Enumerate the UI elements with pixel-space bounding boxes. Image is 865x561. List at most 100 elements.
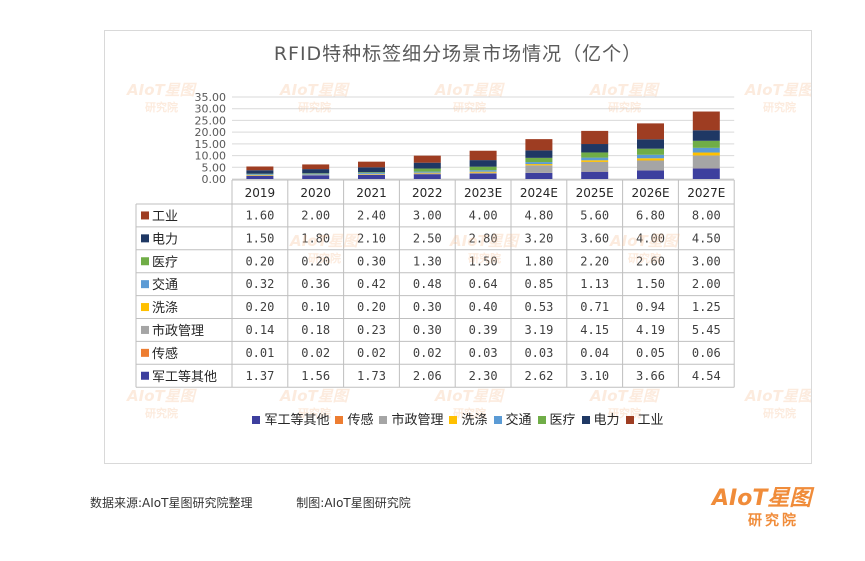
- table-row-swatch: [141, 371, 149, 380]
- legend-label: 电力: [593, 413, 620, 428]
- data-label: 0.64: [469, 277, 498, 291]
- bar-segment: [413, 174, 441, 179]
- data-label: 3.00: [692, 254, 721, 268]
- data-label: 8.00: [692, 208, 721, 222]
- bar-segment: [637, 148, 664, 155]
- data-label: 4.50: [692, 231, 721, 245]
- bar-segment: [469, 170, 497, 172]
- x-tick-label: 2027E: [687, 186, 725, 200]
- bar-segment: [469, 173, 497, 179]
- data-label: 1.60: [245, 208, 274, 222]
- bar-segment: [413, 168, 441, 172]
- data-label: 4.15: [580, 323, 609, 337]
- bar-segment: [358, 161, 385, 168]
- data-label: 0.02: [301, 346, 330, 360]
- bar-segment: [469, 160, 497, 167]
- legend-label: 医疗: [549, 413, 576, 428]
- data-label: 4.80: [524, 208, 553, 222]
- bar-segment: [469, 150, 497, 161]
- watermark-sub: 研究院: [308, 251, 341, 265]
- watermark-brand: AIoT星图: [279, 387, 351, 405]
- table-row-swatch: [141, 348, 149, 357]
- legend-item: 交通: [493, 409, 532, 428]
- bar-segment: [358, 174, 385, 179]
- y-tick-label: 5.00: [202, 161, 227, 174]
- data-label: 0.32: [245, 277, 274, 291]
- table-row-swatch: [141, 211, 149, 220]
- data-label: 4.00: [469, 208, 498, 222]
- bar-segment: [413, 155, 441, 163]
- x-tick-label: 2024E: [520, 186, 558, 200]
- bar-segment: [692, 140, 720, 148]
- bar-segment: [637, 139, 664, 149]
- y-tick-label: 30.00: [195, 103, 227, 116]
- legend-item: 市政管理: [379, 409, 443, 428]
- data-label: 0.23: [357, 323, 386, 337]
- watermark-brand: AIoT星图: [126, 387, 198, 405]
- x-tick-label: 2023E: [464, 186, 502, 200]
- data-label: 0.39: [469, 323, 498, 337]
- watermark-brand: AIoT星图: [589, 387, 661, 405]
- bar-segment: [692, 152, 720, 156]
- data-label: 3.00: [413, 208, 442, 222]
- data-label: 1.80: [524, 254, 553, 268]
- data-label: 3.19: [524, 323, 553, 337]
- chart-frame: RFID特种标签细分场景市场情况（亿个） 0.00 5.00 10.00 15.00 2…: [104, 30, 812, 464]
- watermark-brand: AIoT星图: [744, 387, 811, 405]
- logo-sub-text: 研究院: [748, 513, 799, 529]
- legend-item: 电力: [581, 409, 620, 428]
- table-row-swatch: [141, 325, 149, 334]
- bar-segment: [581, 157, 609, 161]
- bar-segment: [525, 157, 553, 163]
- data-label: 0.85: [524, 277, 553, 291]
- legend-swatch: [493, 416, 502, 424]
- data-label: 2.00: [301, 208, 330, 222]
- watermark-brand: AIoT星图: [434, 81, 506, 99]
- bar-segment: [246, 170, 274, 174]
- legend-item: 工业: [625, 409, 664, 428]
- bar-segment: [246, 174, 274, 175]
- legend-label: 传感: [347, 413, 374, 428]
- bar-segment: [358, 167, 385, 173]
- data-label: 0.40: [469, 300, 498, 314]
- data-label: 5.45: [692, 323, 721, 337]
- chart-title: RFID特种标签细分场景市场情况（亿个）: [273, 43, 643, 65]
- bar-segment: [469, 171, 497, 173]
- table-row-swatch: [141, 234, 149, 243]
- data-label: 2.00: [692, 277, 721, 291]
- data-label: 2.20: [580, 254, 609, 268]
- bar-segment: [358, 172, 385, 174]
- watermark-brand: AIoT星图: [744, 81, 811, 99]
- data-label: 1.50: [245, 231, 274, 245]
- data-label: 0.01: [245, 346, 274, 360]
- data-label: 2.30: [469, 369, 498, 383]
- y-tick-label: 15.00: [195, 138, 227, 151]
- watermark-sub: 研究院: [298, 406, 331, 420]
- table-row-label: 市政管理: [152, 323, 204, 339]
- legend-item: 洗涤: [449, 409, 488, 428]
- bar-segment: [692, 130, 720, 141]
- table-row-label: 工业: [152, 209, 178, 224]
- data-label: 0.71: [580, 300, 609, 314]
- legend-label: 市政管理: [391, 413, 444, 428]
- data-label: 1.80: [301, 231, 330, 245]
- data-label: 5.60: [580, 208, 609, 222]
- data-label: 1.25: [692, 300, 721, 314]
- data-label: 0.30: [413, 323, 442, 337]
- bar-segment: [525, 139, 553, 151]
- bar-segment: [692, 147, 720, 153]
- data-label: 0.02: [357, 346, 386, 360]
- table-row-label: 医疗: [152, 255, 178, 270]
- watermark-sub: 研究院: [608, 100, 641, 114]
- legend-swatch: [379, 416, 388, 424]
- data-label: 0.30: [413, 300, 442, 314]
- y-tick-label: 25.00: [195, 114, 227, 127]
- data-label: 2.80: [469, 231, 498, 245]
- data-label: 0.20: [357, 300, 386, 314]
- logo-main-text: AIoT星图: [712, 486, 812, 511]
- data-label: 0.20: [245, 300, 274, 314]
- watermark-sub: 研究院: [298, 100, 331, 114]
- data-label: 0.04: [580, 346, 609, 360]
- data-label: 0.18: [301, 323, 330, 337]
